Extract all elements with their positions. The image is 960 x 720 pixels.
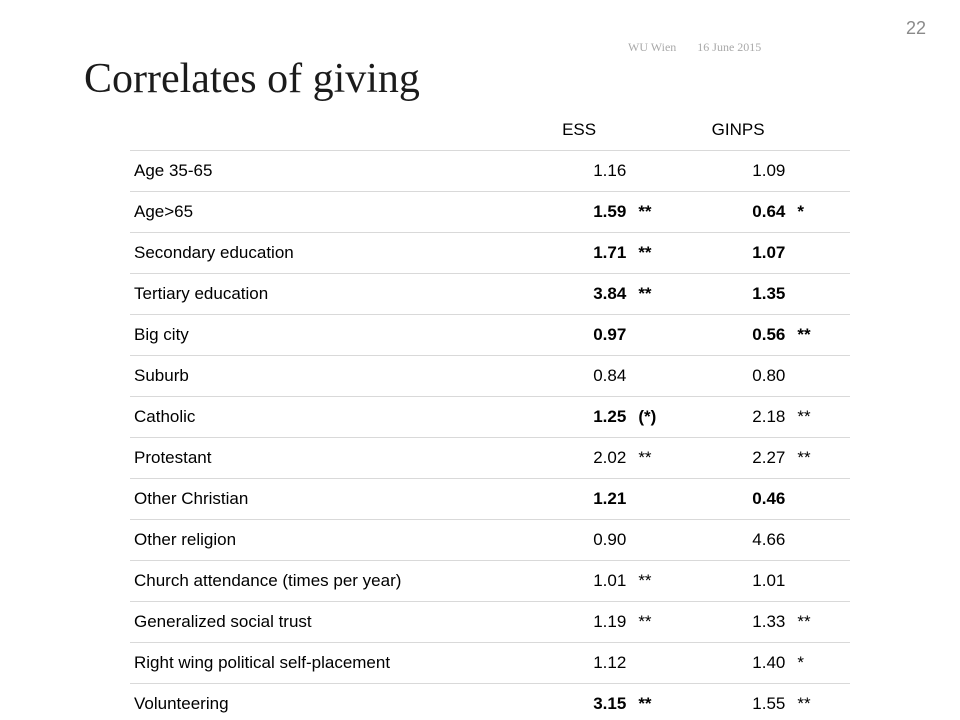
- table-row: Church attendance (times per year)1.01**…: [130, 561, 850, 602]
- table-row: Secondary education1.71**1.07: [130, 233, 850, 274]
- ess-significance: **: [632, 192, 691, 233]
- col-header-ginps-sig: [791, 110, 850, 151]
- row-label: Generalized social trust: [130, 602, 532, 643]
- ess-value: 1.25: [532, 397, 632, 438]
- table-row: Big city0.97 0.56**: [130, 315, 850, 356]
- ess-value: 1.12: [532, 643, 632, 684]
- table-body: Age 35-651.161.09Age>651.59**0.64*Second…: [130, 151, 850, 720]
- table-row: Right wing political self-placement1.12 1…: [130, 643, 850, 684]
- ginps-significance: **: [791, 315, 850, 356]
- ginps-significance: [791, 233, 850, 274]
- meta-date: 16 June 2015: [697, 40, 761, 54]
- ess-significance: **: [632, 274, 691, 315]
- ess-value: 0.84: [532, 356, 632, 397]
- ginps-value: 0.64: [691, 192, 791, 233]
- ess-significance: [632, 356, 691, 397]
- row-label: Right wing political self-placement: [130, 643, 532, 684]
- row-label: Protestant: [130, 438, 532, 479]
- col-header-ginps: GINPS: [691, 110, 791, 151]
- ginps-value: 0.46: [691, 479, 791, 520]
- ginps-significance: **: [791, 438, 850, 479]
- ess-value: 0.97: [532, 315, 632, 356]
- ess-significance: (*): [632, 397, 691, 438]
- ess-value: 0.90: [532, 520, 632, 561]
- ginps-significance: **: [791, 397, 850, 438]
- ess-value: 1.71: [532, 233, 632, 274]
- ginps-value: 2.18: [691, 397, 791, 438]
- row-label: Catholic: [130, 397, 532, 438]
- ginps-significance: [791, 479, 850, 520]
- ginps-value: 1.35: [691, 274, 791, 315]
- table-row: Other religion0.90 4.66: [130, 520, 850, 561]
- ginps-significance: [791, 274, 850, 315]
- col-header-ess: ESS: [532, 110, 632, 151]
- ess-significance: [632, 315, 691, 356]
- table-row: Generalized social trust1.19**1.33**: [130, 602, 850, 643]
- ess-significance: **: [632, 438, 691, 479]
- ginps-value: 1.55: [691, 684, 791, 720]
- ess-significance: **: [632, 684, 691, 720]
- table-row: Tertiary education3.84**1.35: [130, 274, 850, 315]
- ess-significance: **: [632, 561, 691, 602]
- ginps-significance: [791, 151, 850, 192]
- table-row: Catholic1.25(*)2.18**: [130, 397, 850, 438]
- ess-value: 1.59: [532, 192, 632, 233]
- row-label: Secondary education: [130, 233, 532, 274]
- ginps-significance: [791, 520, 850, 561]
- ginps-significance: **: [791, 684, 850, 720]
- ess-significance: [632, 479, 691, 520]
- ess-significance: **: [632, 233, 691, 274]
- col-header-label: [130, 110, 532, 151]
- ginps-significance: [791, 356, 850, 397]
- row-label: Other Christian: [130, 479, 532, 520]
- ginps-value: 1.09: [691, 151, 791, 192]
- table-row: Suburb0.84 0.80: [130, 356, 850, 397]
- ess-value: 2.02: [532, 438, 632, 479]
- meta-institution: WU Wien: [628, 40, 676, 54]
- table-row: Volunteering3.15**1.55**: [130, 684, 850, 720]
- ess-value: 1.19: [532, 602, 632, 643]
- row-label: Age>65: [130, 192, 532, 233]
- ginps-significance: [791, 561, 850, 602]
- ginps-value: 2.27: [691, 438, 791, 479]
- ginps-significance: *: [791, 643, 850, 684]
- ginps-value: 4.66: [691, 520, 791, 561]
- ginps-value: 1.07: [691, 233, 791, 274]
- table-row: Age 35-651.16 1.09: [130, 151, 850, 192]
- ginps-value: 0.80: [691, 356, 791, 397]
- ess-significance: [632, 520, 691, 561]
- table-row: Protestant2.02**2.27**: [130, 438, 850, 479]
- ess-significance: [632, 151, 691, 192]
- ess-significance: **: [632, 602, 691, 643]
- correlates-table: ESS GINPS Age 35-651.161.09Age>651.59**0…: [130, 110, 850, 720]
- ginps-significance: **: [791, 602, 850, 643]
- ess-significance: [632, 643, 691, 684]
- ess-value: 3.15: [532, 684, 632, 720]
- row-label: Church attendance (times per year): [130, 561, 532, 602]
- ginps-value: 1.33: [691, 602, 791, 643]
- ess-value: 1.16: [532, 151, 632, 192]
- row-label: Suburb: [130, 356, 532, 397]
- row-label: Age 35-65: [130, 151, 532, 192]
- slide-meta: WU Wien 16 June 2015: [628, 40, 761, 55]
- table-row: Other Christian1.21 0.46: [130, 479, 850, 520]
- ginps-significance: *: [791, 192, 850, 233]
- table-row: Age>651.59**0.64*: [130, 192, 850, 233]
- ess-value: 1.01: [532, 561, 632, 602]
- page-title: Correlates of giving: [84, 55, 420, 103]
- page-number: 22: [906, 18, 926, 39]
- row-label: Volunteering: [130, 684, 532, 720]
- ess-value: 1.21: [532, 479, 632, 520]
- ginps-value: 0.56: [691, 315, 791, 356]
- row-label: Other religion: [130, 520, 532, 561]
- table-header-row: ESS GINPS: [130, 110, 850, 151]
- col-header-ess-sig: [632, 110, 691, 151]
- ginps-value: 1.40: [691, 643, 791, 684]
- ginps-value: 1.01: [691, 561, 791, 602]
- row-label: Tertiary education: [130, 274, 532, 315]
- ess-value: 3.84: [532, 274, 632, 315]
- row-label: Big city: [130, 315, 532, 356]
- correlates-table-container: ESS GINPS Age 35-651.161.09Age>651.59**0…: [130, 110, 850, 720]
